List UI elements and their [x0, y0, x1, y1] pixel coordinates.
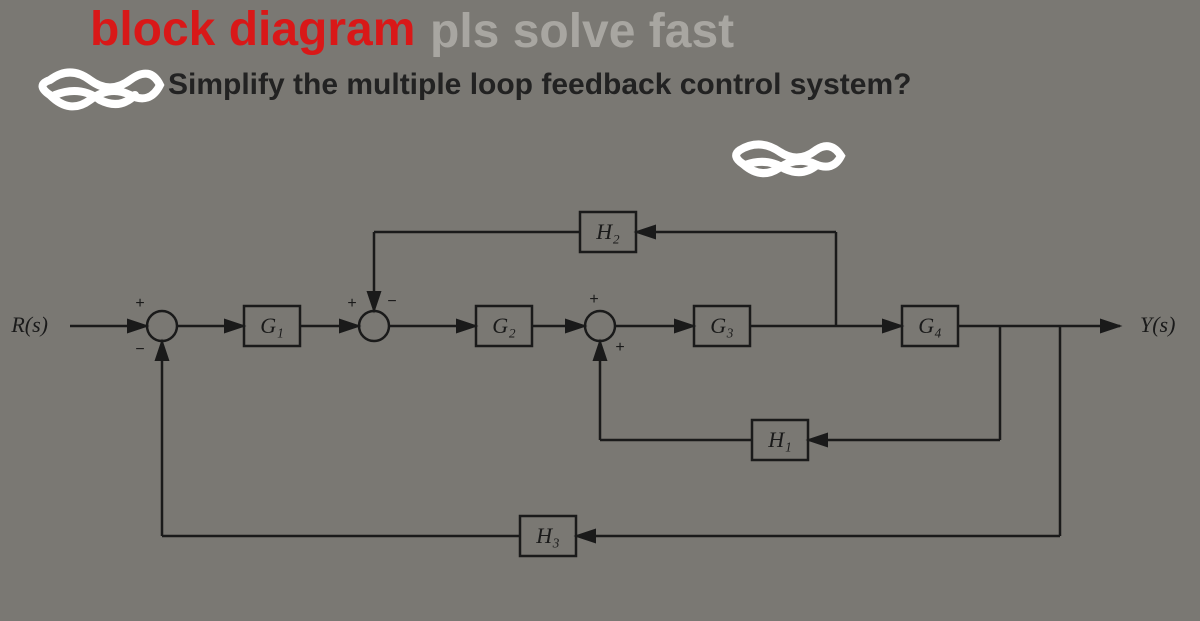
svg-text:Y(s): Y(s): [1140, 312, 1175, 337]
svg-text:G₄: G₄: [918, 313, 942, 338]
svg-text:H₃: H₃: [535, 523, 560, 548]
block-diagram: G₁ G₂ G₃ G₄ H₁ H₂ H₃ + − + − + + R(s) Y(s): [0, 0, 1200, 621]
svg-text:R(s): R(s): [10, 312, 48, 337]
svg-text:−: −: [387, 293, 396, 310]
svg-text:H₁: H₁: [767, 427, 792, 452]
svg-text:+: +: [347, 295, 356, 312]
svg-text:+: +: [589, 291, 598, 308]
svg-text:+: +: [135, 295, 144, 312]
svg-text:−: −: [135, 341, 144, 358]
svg-text:H₂: H₂: [595, 219, 620, 244]
svg-text:G₃: G₃: [710, 313, 734, 338]
svg-text:G₂: G₂: [492, 313, 516, 338]
svg-text:G₁: G₁: [260, 313, 284, 338]
svg-text:+: +: [615, 339, 624, 356]
